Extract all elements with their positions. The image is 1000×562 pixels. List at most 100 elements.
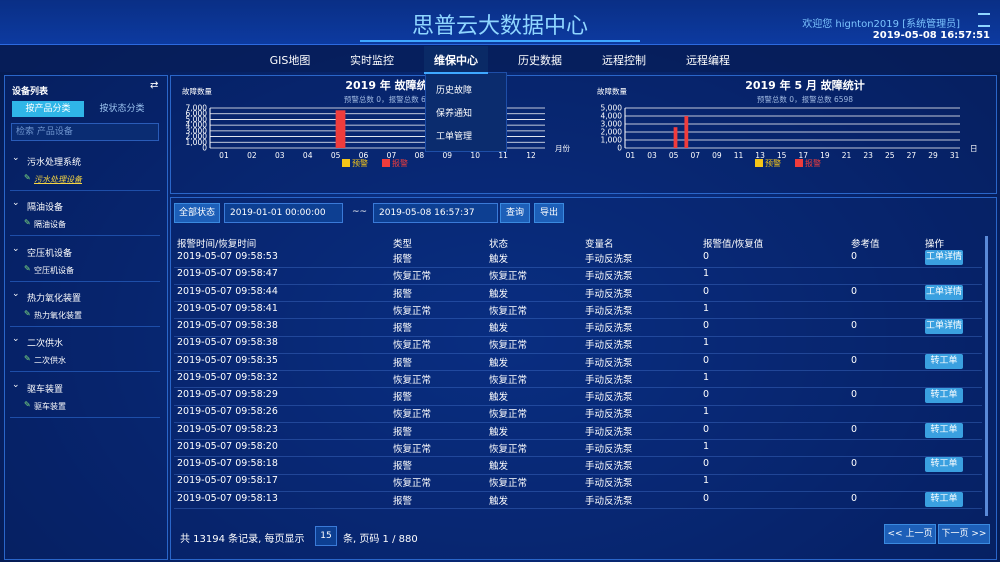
nav-item[interactable]: 远程控制 bbox=[602, 54, 646, 67]
next-button[interactable]: 下一页 >> bbox=[938, 524, 990, 544]
cell: 2019-05-07 09:58:23 bbox=[177, 423, 278, 435]
chart-subtitle: 预警总数 0，报警总数 6598 bbox=[757, 94, 853, 104]
cell: 1 bbox=[703, 406, 710, 418]
group-name[interactable]: 污水处理系统 bbox=[27, 158, 82, 168]
group-name[interactable]: 热力氧化装置 bbox=[27, 293, 82, 304]
divider bbox=[10, 325, 160, 327]
tree-arrow[interactable]: ⌄ bbox=[12, 334, 20, 345]
prev-button[interactable]: << 上一页 bbox=[884, 524, 936, 544]
cell: 0 bbox=[703, 354, 710, 366]
nav-item[interactable]: GIS地图 bbox=[269, 54, 311, 67]
y-tick-label: 1,000 bbox=[601, 136, 623, 145]
group-name[interactable]: 二次供水 bbox=[27, 339, 64, 350]
device-item[interactable]: 隔油设备 bbox=[34, 220, 66, 230]
sidebar-tab[interactable]: 按状态分类 bbox=[99, 104, 145, 114]
y-tick-label: 3,000 bbox=[186, 126, 208, 135]
group-name[interactable]: 驱车装置 bbox=[27, 384, 64, 395]
tree-arrow[interactable]: ⌄ bbox=[12, 153, 20, 163]
nav-item[interactable]: 远程编程 bbox=[686, 54, 730, 67]
x-tick-label: 12 bbox=[526, 151, 536, 160]
cell: 手动反洗泵 bbox=[585, 409, 633, 421]
cell: 手动反洗泵 bbox=[585, 340, 633, 352]
row-divider bbox=[174, 283, 982, 285]
cell: 2019-05-07 09:58:44 bbox=[177, 285, 278, 297]
nav-item[interactable]: 实时监控 bbox=[350, 54, 394, 67]
group-name[interactable]: 空压机设备 bbox=[27, 248, 73, 259]
nav-item[interactable]: 历史数据 bbox=[518, 54, 562, 67]
cell: 恢复正常 bbox=[393, 409, 432, 421]
item-icon: ✎ bbox=[24, 399, 31, 409]
device-item[interactable]: 驱车装置 bbox=[34, 401, 66, 411]
y-tick-label: 2,000 bbox=[601, 128, 623, 137]
cell: 0 bbox=[851, 492, 858, 504]
cell: 0 bbox=[703, 458, 710, 469]
x-tick-label: 10 bbox=[470, 151, 480, 160]
row-divider bbox=[174, 318, 982, 320]
x-tick-label: 07 bbox=[690, 151, 700, 160]
start-input[interactable]: 2019-01-01 00:00:00 bbox=[224, 203, 343, 223]
device-item[interactable]: 热力氧化装置 bbox=[34, 310, 82, 320]
y-tick-label: 5,000 bbox=[186, 115, 208, 124]
device-item[interactable]: 空压机设备 bbox=[34, 265, 74, 275]
cell: 报警 bbox=[393, 495, 413, 507]
cell: 手动反洗泵 bbox=[585, 374, 633, 386]
row-button[interactable]: 转工单 bbox=[925, 457, 963, 472]
x-tick-label: 03 bbox=[647, 151, 657, 160]
row-divider bbox=[174, 404, 982, 406]
row-button[interactable]: 转工单 bbox=[925, 422, 963, 438]
row-button[interactable]: 转工单 bbox=[925, 491, 963, 507]
header-bar bbox=[0, 0, 1000, 45]
collapse-icon[interactable]: ⇄ bbox=[150, 80, 159, 91]
export-button[interactable]: 导出 bbox=[534, 203, 564, 223]
divider bbox=[10, 416, 160, 418]
search-box[interactable]: 检索 产品设备 bbox=[11, 123, 159, 141]
tree-arrow[interactable]: ⌄ bbox=[12, 198, 20, 209]
user-info[interactable]: 欢迎您 hignton2019 [系统管理员] bbox=[802, 19, 960, 30]
cell: 1 bbox=[703, 337, 710, 349]
row-divider bbox=[174, 439, 982, 440]
dropdown-item[interactable]: 历史故障 bbox=[436, 86, 473, 96]
row-button[interactable]: 转工单 bbox=[925, 388, 963, 403]
query-button[interactable]: 查询 bbox=[500, 203, 530, 223]
x-tick-label: 27 bbox=[907, 151, 917, 160]
legend-label: 预警 bbox=[352, 158, 368, 168]
page-size[interactable]: 15 bbox=[315, 526, 337, 546]
device-item[interactable]: 污水处理设备 bbox=[34, 175, 82, 184]
dropdown-item[interactable]: 保养通知 bbox=[436, 109, 473, 119]
cell: 0 bbox=[703, 492, 710, 504]
row-button[interactable]: 转工单 bbox=[925, 353, 963, 369]
nav-item[interactable]: 维保中心 bbox=[434, 54, 478, 67]
tree-arrow[interactable]: ⌄ bbox=[12, 288, 20, 299]
sidebar-tab[interactable]: 按产品分类 bbox=[12, 101, 84, 117]
x-tick-label: 13 bbox=[755, 151, 765, 160]
table-panel bbox=[170, 197, 997, 560]
cell: 1 bbox=[703, 475, 710, 487]
row-button[interactable]: 工单详情 bbox=[925, 250, 963, 265]
divider bbox=[10, 371, 160, 373]
row-divider bbox=[174, 301, 982, 302]
dropdown-item[interactable]: 工单管理 bbox=[436, 132, 473, 142]
cell: 0 bbox=[703, 320, 710, 331]
cell: 恢复正常 bbox=[393, 305, 432, 317]
x-tick-label: 05 bbox=[669, 151, 679, 160]
cell: 2019-05-07 09:58:17 bbox=[177, 475, 278, 487]
cell: 0 bbox=[851, 423, 858, 435]
cell: 恢复正常 bbox=[489, 443, 528, 455]
row-divider bbox=[174, 473, 982, 475]
menu-icon[interactable] bbox=[978, 13, 990, 27]
tree-arrow[interactable]: ⌄ bbox=[12, 379, 20, 390]
status-select[interactable]: 全部状态 bbox=[174, 203, 220, 223]
device-item[interactable]: 二次供水 bbox=[34, 356, 66, 366]
cell: 触发 bbox=[489, 323, 509, 334]
cell: 2019-05-07 09:58:13 bbox=[177, 492, 278, 504]
x-tick-label: 01 bbox=[626, 151, 636, 160]
end-input[interactable]: 2019-05-08 16:57:37 bbox=[373, 203, 498, 223]
scrollbar bbox=[985, 236, 988, 516]
item-icon: ✎ bbox=[24, 218, 31, 228]
group-name[interactable]: 隔油设备 bbox=[27, 203, 64, 214]
row-button[interactable]: 工单详情 bbox=[925, 319, 963, 334]
tree-arrow[interactable]: ⌄ bbox=[12, 243, 20, 254]
row-button[interactable]: 工单详情 bbox=[925, 284, 963, 300]
x-tick-label: 21 bbox=[842, 151, 852, 160]
